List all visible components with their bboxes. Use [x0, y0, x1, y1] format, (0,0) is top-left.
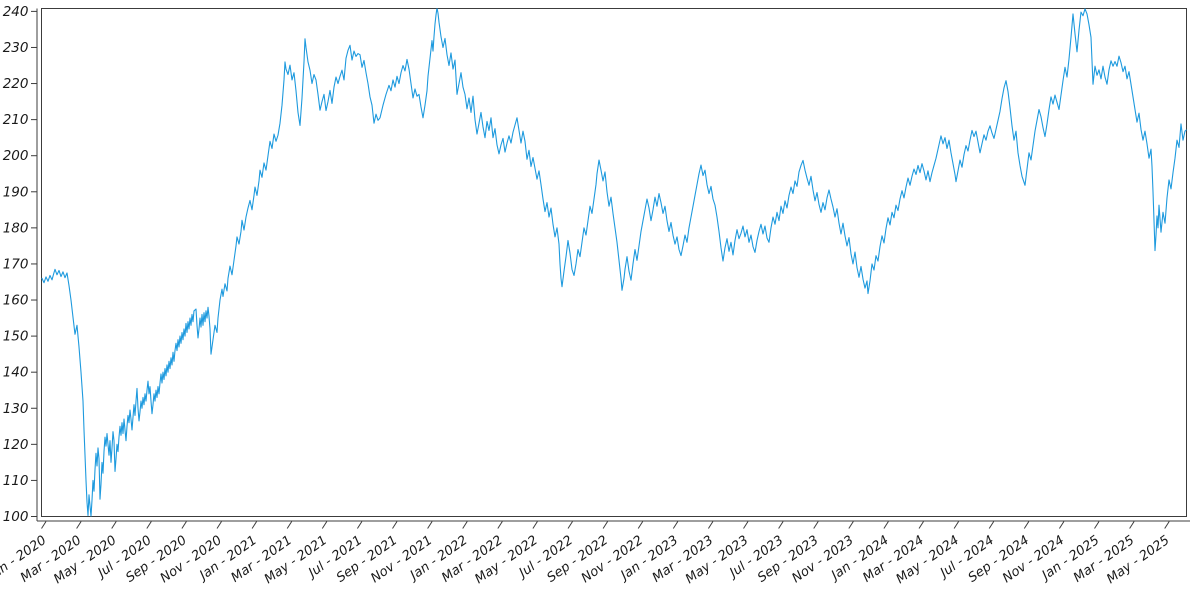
x-tick-mark: [356, 521, 363, 529]
x-tick-mark: [181, 521, 187, 529]
x-tick-mark: [41, 521, 47, 529]
x-tick-mark: [672, 521, 679, 529]
y-tick-label: 220: [3, 76, 29, 92]
x-tick-mark: [532, 521, 538, 529]
x-tick-mark: [883, 521, 889, 529]
y-tick-label: 150: [3, 329, 29, 345]
y-tick-label: 180: [3, 220, 29, 236]
y-tick-label: 120: [3, 437, 29, 453]
y-tick-label: 160: [3, 293, 29, 309]
x-tick-mark: [1129, 521, 1135, 529]
x-tick-mark: [848, 521, 854, 529]
x-tick-mark: [1023, 521, 1030, 529]
x-tick-mark: [1164, 521, 1170, 529]
price-line: [41, 8, 1187, 517]
x-tick-mark: [743, 521, 749, 529]
axes: [31, 8, 1190, 529]
x-tick-mark: [392, 521, 398, 529]
x-tick-mark: [1094, 521, 1100, 529]
tick-labels: 100 110 120 130 140 150 160 170 180 190 200 210 220 2…: [0, 4, 1172, 587]
x-tick-mark: [813, 521, 819, 529]
y-tick-label: 200: [3, 148, 29, 164]
x-tick-mark: [1058, 521, 1065, 529]
y-tick-label: 240: [3, 4, 29, 20]
y-tick-label: 190: [3, 184, 29, 200]
x-tick-mark: [707, 521, 714, 529]
plot-border: [41, 8, 1187, 517]
x-tick-mark: [286, 521, 293, 529]
x-tick-mark: [567, 521, 573, 529]
x-tick-mark: [216, 521, 222, 529]
y-tick-label: 170: [3, 256, 29, 272]
x-tick-mark: [778, 521, 784, 529]
x-tick-mark: [953, 521, 960, 529]
y-tick-label: 230: [3, 40, 29, 56]
y-tick-label: 110: [3, 473, 29, 489]
x-tick-mark: [111, 521, 117, 529]
x-tick-mark: [76, 521, 82, 529]
y-tick-label: 140: [3, 365, 29, 381]
y-tick-label: 130: [3, 401, 29, 417]
y-tick-label: 210: [3, 112, 29, 128]
x-tick-mark: [637, 521, 644, 529]
data-series: [41, 8, 1187, 517]
x-tick-mark: [602, 521, 609, 529]
y-tick-label: 100: [3, 509, 29, 525]
x-tick-mark: [146, 521, 152, 529]
x-tick-mark: [251, 521, 258, 529]
x-tick-mark: [988, 521, 995, 529]
x-tick-mark: [462, 521, 468, 529]
x-tick-mark: [497, 521, 503, 529]
x-tick-mark: [427, 521, 433, 529]
x-tick-mark: [321, 521, 328, 529]
x-tick-mark: [918, 521, 924, 529]
